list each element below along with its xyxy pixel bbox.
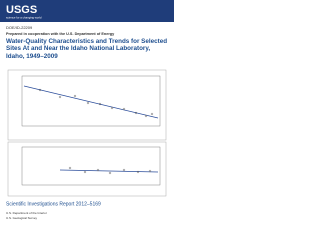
points <box>68 166 152 175</box>
department: U.S. Department of the Interior <box>6 211 47 215</box>
figure-1 <box>7 69 167 141</box>
agency: U.S. Geological Survey <box>6 216 38 220</box>
header-band <box>0 0 174 22</box>
plot-area <box>21 75 161 127</box>
report-number: DOE/ID-22209 <box>6 25 33 30</box>
plot-area <box>21 146 161 186</box>
cooperation: Prepared in cooperation with the U.S. De… <box>6 32 115 36</box>
logo: USGS <box>6 4 37 16</box>
cover: USGS science for a changing world DOE/ID… <box>0 0 174 220</box>
figure-frame <box>7 69 167 141</box>
trend-line <box>23 85 159 119</box>
tagline: science for a changing world <box>6 16 42 20</box>
series: Scientific Investigations Report 2012–51… <box>6 201 101 207</box>
title: Water-Quality Characteristics and Trends… <box>6 38 168 60</box>
figure-2 <box>7 141 167 197</box>
title-box: Water-Quality Characteristics and Trends… <box>6 38 168 60</box>
figure-frame <box>7 141 167 197</box>
page: USGS science for a changing world DOE/ID… <box>0 0 174 220</box>
trend-line <box>59 169 159 173</box>
points <box>38 88 154 118</box>
